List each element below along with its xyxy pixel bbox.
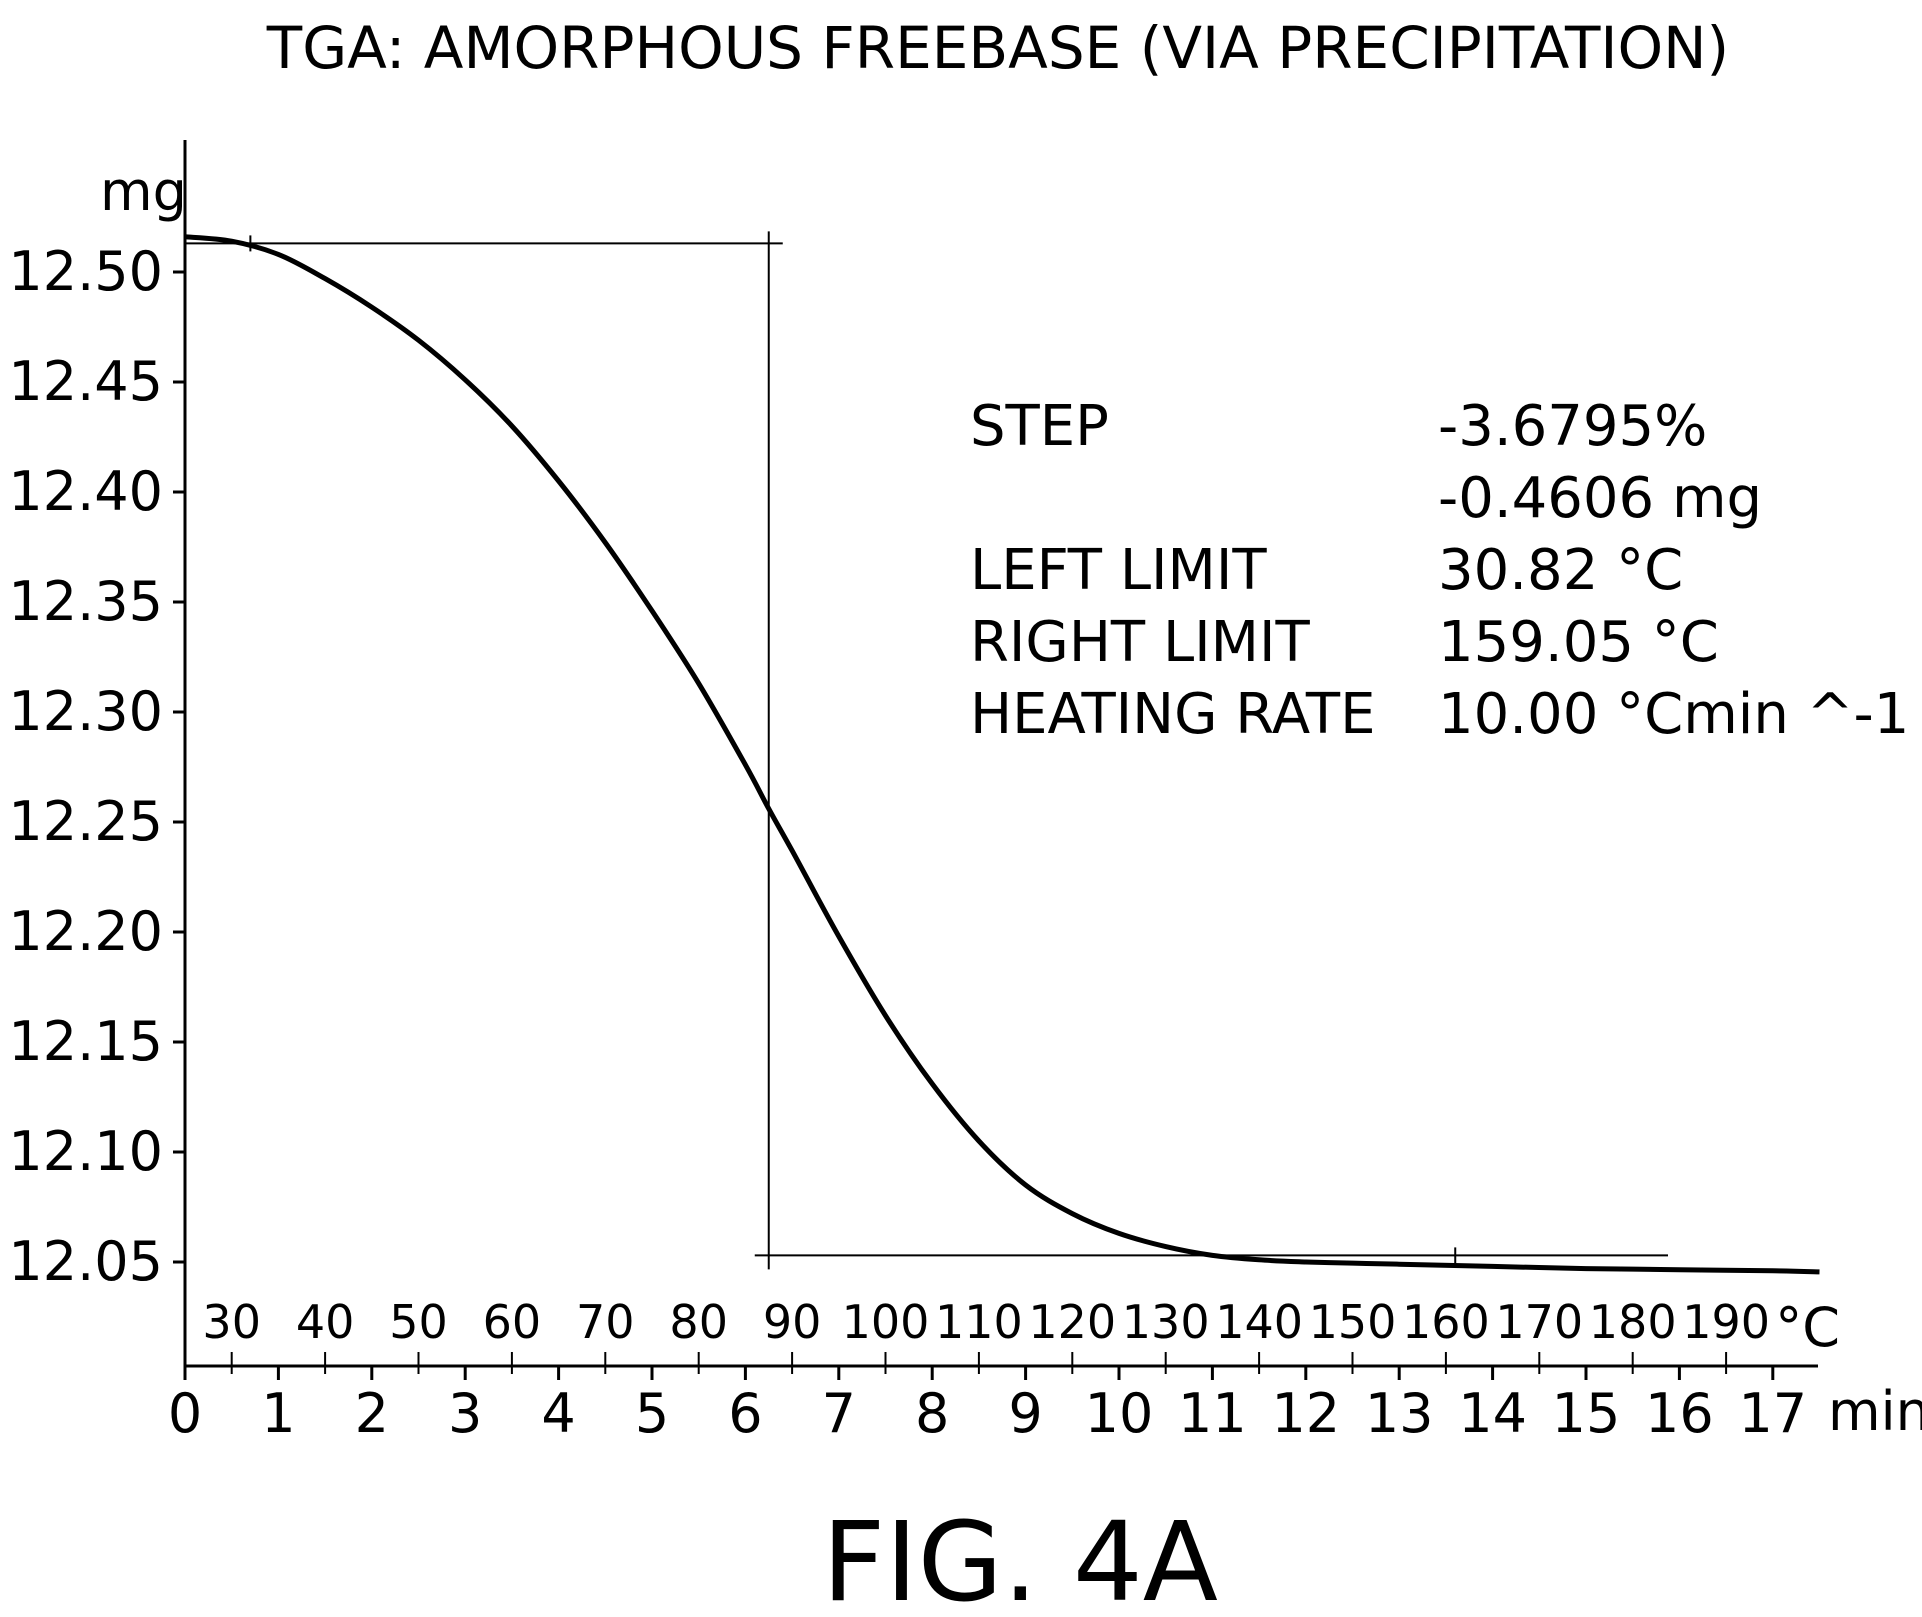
annotation-heating-rate-label: HEATING RATE — [970, 682, 1375, 747]
temp-unit-label: °C — [1775, 1296, 1840, 1359]
axes — [183, 140, 1818, 1368]
y-tick-label: 12.05 — [8, 1230, 163, 1293]
temp-tick-label: 100 — [842, 1295, 930, 1349]
y-tick-label: 12.40 — [8, 460, 163, 523]
step-annotation: STEP -3.6795% -0.4606 mg LEFT LIMIT 30.8… — [970, 394, 1909, 747]
x-tick-label: 9 — [1008, 1382, 1042, 1445]
y-tick-label: 12.10 — [8, 1120, 163, 1183]
x-tick-label: 10 — [1085, 1382, 1154, 1445]
annotation-step-mg-value: -0.4606 mg — [1438, 466, 1762, 531]
annotation-right-limit-value: 159.05 °C — [1438, 610, 1719, 675]
x-tick-label: 11 — [1178, 1382, 1247, 1445]
temp-tick-label: 140 — [1215, 1295, 1303, 1349]
tga-curve — [184, 234, 1820, 1275]
temp-tick-label: 60 — [483, 1295, 542, 1349]
y-unit-label: mg — [100, 160, 187, 223]
temp-tick-label: 40 — [296, 1295, 355, 1349]
temp-tick-label: 50 — [389, 1295, 448, 1349]
temp-tick-label: 190 — [1682, 1295, 1770, 1349]
y-tick-label: 12.50 — [8, 240, 163, 303]
x-tick-label: 3 — [448, 1382, 482, 1445]
x-tick-label: 14 — [1458, 1382, 1527, 1445]
y-tick-label: 12.20 — [8, 900, 163, 963]
figure-label: FIG. 4A — [822, 1498, 1218, 1617]
y-tick-label: 12.45 — [8, 350, 163, 413]
series-group — [184, 234, 1820, 1275]
x-tick-label: 2 — [355, 1382, 389, 1445]
annotation-right-limit-label: RIGHT LIMIT — [970, 610, 1310, 675]
temp-tick-label: 110 — [935, 1295, 1023, 1349]
x-tick-label: 8 — [915, 1382, 949, 1445]
y-tick-label: 12.25 — [8, 790, 163, 853]
temp-tick-label: 170 — [1495, 1295, 1583, 1349]
annotation-step-value: -3.6795% — [1438, 394, 1707, 459]
x-tick-label: 0 — [168, 1382, 202, 1445]
x-tick-label: 6 — [728, 1382, 762, 1445]
y-tick-label: 12.30 — [8, 680, 163, 743]
x-tick-label: 5 — [635, 1382, 669, 1445]
step-limit-lines — [185, 231, 1668, 1270]
chart-title: TGA: AMORPHOUS FREEBASE (VIA PRECIPITATI… — [266, 14, 1729, 82]
x-tick-label: 15 — [1552, 1382, 1621, 1445]
temp-tick-label: 120 — [1028, 1295, 1116, 1349]
x-tick-label: 13 — [1365, 1382, 1434, 1445]
x-tick-label: 17 — [1738, 1382, 1807, 1445]
y-tick-label: 12.15 — [8, 1010, 163, 1073]
temp-tick-label: 80 — [669, 1295, 728, 1349]
annotation-step-label: STEP — [970, 394, 1109, 459]
temp-tick-label: 90 — [763, 1295, 822, 1349]
y-tick-label: 12.35 — [8, 570, 163, 633]
temp-ticks: 30 40 50 60 70 80 90 100 110 120 130 140 150 160 170 18… — [202, 1295, 1770, 1366]
temp-tick-label: 180 — [1589, 1295, 1677, 1349]
x-unit-label: min — [1828, 1380, 1922, 1443]
x-tick-label: 4 — [541, 1382, 575, 1445]
y-ticks: 12.50 12.45 12.40 12.35 12.30 12.25 12.20 12.15… — [8, 240, 185, 1293]
temp-tick-label: 30 — [202, 1295, 261, 1349]
temp-tick-label: 70 — [576, 1295, 635, 1349]
annotation-left-limit-value: 30.82 °C — [1438, 538, 1683, 603]
x-tick-label: 16 — [1645, 1382, 1714, 1445]
temp-tick-label: 130 — [1122, 1295, 1210, 1349]
x-ticks: 0 1 2 3 4 5 6 7 8 9 10 11 12 13 14 15 16 17 — [168, 1366, 1807, 1445]
x-tick-label: 7 — [822, 1382, 856, 1445]
temp-tick-label: 150 — [1309, 1295, 1397, 1349]
annotation-heating-rate-value: 10.00 °Cmin ^-1 — [1438, 682, 1909, 747]
temp-tick-label: 160 — [1402, 1295, 1490, 1349]
x-tick-label: 1 — [261, 1382, 295, 1445]
x-tick-label: 12 — [1271, 1382, 1340, 1445]
annotation-left-limit-label: LEFT LIMIT — [970, 538, 1267, 603]
